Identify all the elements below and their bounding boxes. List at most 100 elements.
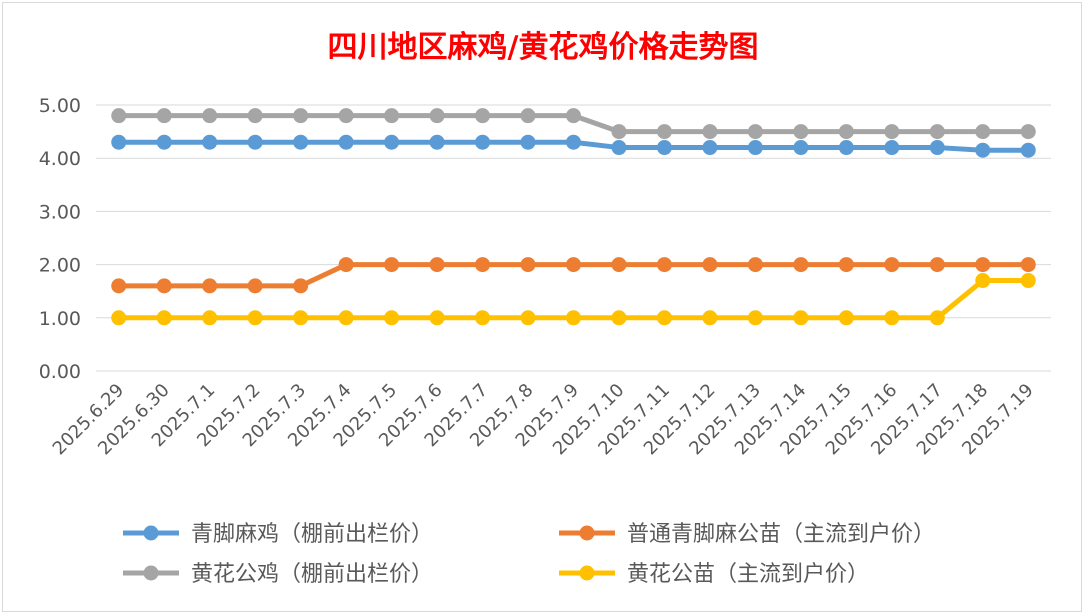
data-point [838, 310, 854, 326]
data-point [884, 140, 900, 156]
series-1 [111, 257, 1036, 294]
y-tick-label: 2.00 [39, 255, 81, 277]
data-point [520, 310, 536, 326]
legend-label: 青脚麻鸡（棚前出栏价） [191, 522, 433, 547]
data-point [1020, 257, 1036, 273]
data-point [747, 257, 763, 273]
data-point [111, 310, 127, 326]
data-point [975, 142, 991, 158]
data-point [384, 257, 400, 273]
data-point [247, 108, 263, 124]
chart-title: 四川地区麻鸡/黄花鸡价格走势图 [328, 30, 759, 65]
data-point [611, 310, 627, 326]
data-point [247, 134, 263, 150]
legend: 青脚麻鸡（棚前出栏价） 普通青脚麻公苗（主流到户价） 黄花公鸡（棚前出栏价） 黄花公苗… [123, 522, 935, 587]
data-point [929, 140, 945, 156]
series-0 [111, 134, 1036, 158]
data-point [611, 124, 627, 140]
data-point [338, 108, 354, 124]
data-point [475, 108, 491, 124]
data-point [838, 124, 854, 140]
data-point [611, 257, 627, 273]
data-point [520, 134, 536, 150]
data-point [156, 108, 172, 124]
data-point [384, 108, 400, 124]
y-tick-label: 0.00 [39, 361, 81, 383]
data-point [475, 257, 491, 273]
data-point [1020, 273, 1036, 289]
data-point [293, 134, 309, 150]
data-point [429, 108, 445, 124]
y-tick-label: 5.00 [39, 95, 81, 117]
data-point [702, 124, 718, 140]
data-point [384, 134, 400, 150]
legend-label: 黄花公鸡（棚前出栏价） [191, 562, 433, 587]
data-point [202, 108, 218, 124]
data-point [429, 257, 445, 273]
data-point [702, 140, 718, 156]
data-point [929, 124, 945, 140]
data-point [793, 257, 809, 273]
data-point [611, 140, 627, 156]
data-point [838, 140, 854, 156]
legend-entry: 黄花公鸡（棚前出栏价） [123, 562, 433, 587]
data-point [520, 108, 536, 124]
data-point [202, 134, 218, 150]
data-point [793, 310, 809, 326]
data-point [793, 140, 809, 156]
data-point [338, 134, 354, 150]
data-point [975, 273, 991, 289]
data-point [884, 124, 900, 140]
legend-entry: 青脚麻鸡（棚前出栏价） [123, 522, 433, 547]
legend-entry: 黄花公苗（主流到户价） [559, 562, 869, 587]
legend-entry: 普通青脚麻公苗（主流到户价） [559, 522, 935, 547]
data-point [338, 310, 354, 326]
data-point [566, 310, 581, 326]
data-point [793, 124, 809, 140]
data-point [975, 124, 991, 140]
data-point [566, 108, 581, 124]
y-tick-label: 1.00 [39, 308, 81, 330]
y-tick-label: 4.00 [39, 148, 81, 170]
data-point [111, 278, 127, 294]
data-point [429, 310, 445, 326]
series-2 [111, 108, 1036, 140]
data-point [884, 310, 900, 326]
data-point [520, 257, 536, 273]
data-point [656, 310, 672, 326]
legend-swatch-marker [143, 565, 159, 581]
data-point [475, 310, 491, 326]
y-tick-label: 3.00 [39, 201, 81, 223]
data-point [838, 257, 854, 273]
data-point [702, 310, 718, 326]
legend-swatch-marker [579, 525, 595, 541]
x-axis-ticks: 2025.6.292025.6.302025.7.12025.7.22025.7… [49, 380, 1038, 460]
legend-swatch-marker [579, 565, 595, 581]
data-point [202, 278, 218, 294]
line-chart: 四川地区麻鸡/黄花鸡价格走势图 0.00 1.00 2.00 3.00 4.00 5.00… [39, 30, 1051, 587]
data-point [475, 134, 491, 150]
data-point [156, 278, 172, 294]
data-point [566, 134, 581, 150]
legend-label: 黄花公苗（主流到户价） [627, 562, 869, 587]
data-point [384, 310, 400, 326]
y-axis-ticks: 0.00 1.00 2.00 3.00 4.00 5.00 [39, 95, 81, 383]
data-point [975, 257, 991, 273]
series-lines [111, 108, 1036, 326]
data-point [111, 108, 127, 124]
data-point [293, 108, 309, 124]
data-point [429, 134, 445, 150]
data-point [702, 257, 718, 273]
data-point [929, 310, 945, 326]
data-point [247, 310, 263, 326]
data-point [656, 257, 672, 273]
data-point [747, 140, 763, 156]
data-point [156, 310, 172, 326]
data-point [247, 278, 263, 294]
data-point [656, 140, 672, 156]
data-point [202, 310, 218, 326]
series-3 [111, 273, 1036, 326]
data-point [1020, 124, 1036, 140]
data-point [566, 257, 581, 273]
data-point [1020, 142, 1036, 158]
